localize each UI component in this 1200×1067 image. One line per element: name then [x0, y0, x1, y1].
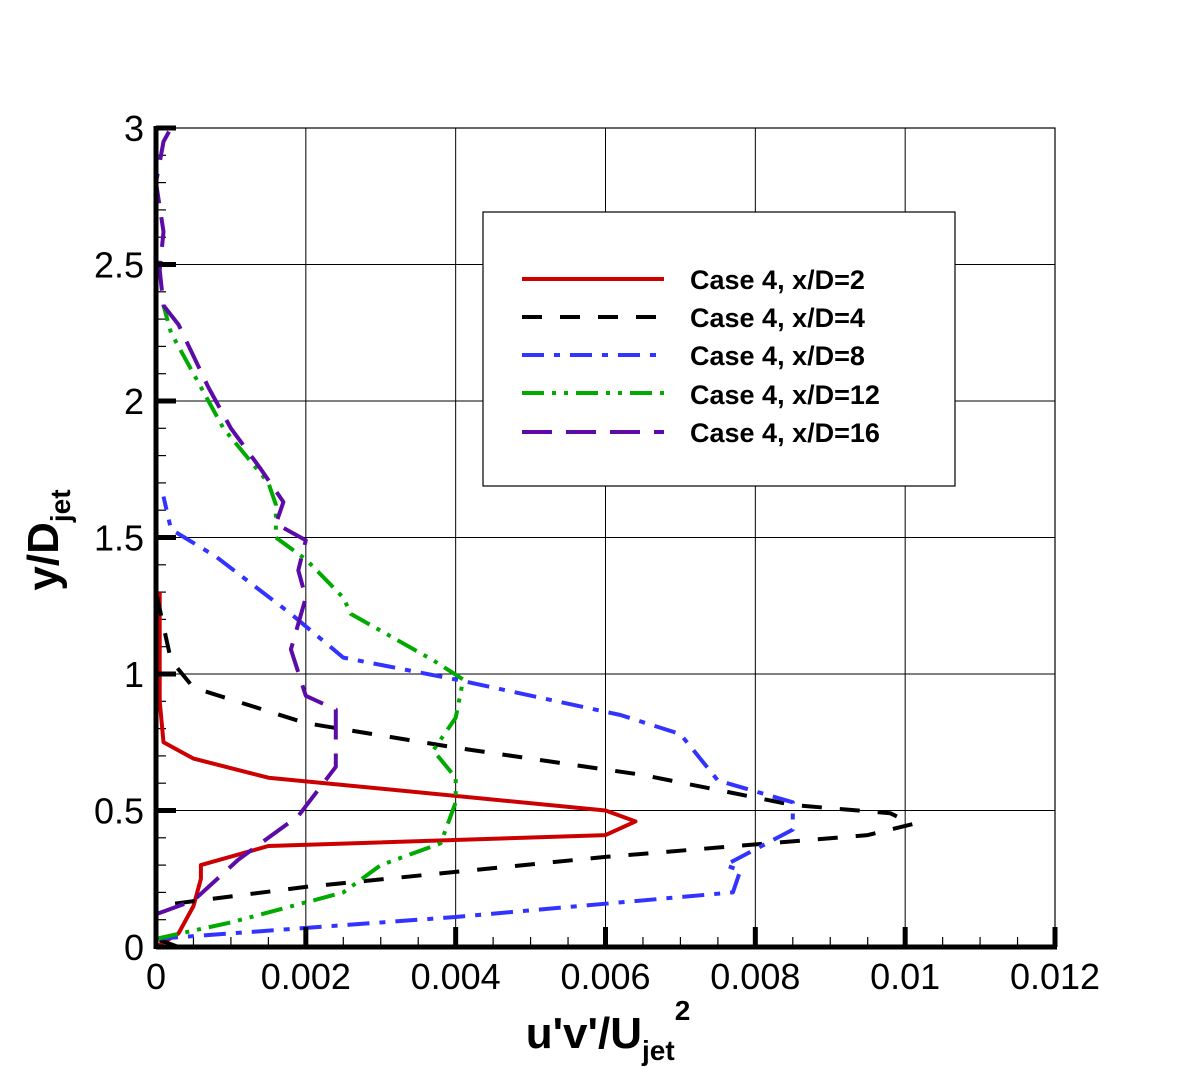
- y-tick-label: 0: [124, 927, 144, 968]
- y-tick-label: 1: [124, 654, 144, 695]
- y-tick-label: 3: [124, 108, 144, 149]
- series-line-2: [155, 496, 795, 941]
- y-tick-labels: 0 0.5 1 1.5 2 2.5 3: [94, 108, 144, 968]
- legend: Case 4, x/D=2 Case 4, x/D=4 Case 4, x/D=…: [482, 211, 956, 487]
- series-line-3: [155, 304, 466, 941]
- series-line-1: [154, 128, 915, 949]
- legend-label-2: Case 4, x/D=8: [690, 341, 865, 371]
- legend-entries: [522, 277, 664, 434]
- y-axis-title: y/Djet: [19, 489, 76, 590]
- x-axis-title-sup: 2: [675, 995, 691, 1026]
- x-tick-label: 0.004: [411, 956, 501, 997]
- legend-box: [482, 211, 956, 487]
- x-tick-label: 0.002: [261, 956, 351, 997]
- series-layer: [154, 127, 915, 949]
- axes: [153, 125, 1058, 950]
- y-tick-label: 1.5: [94, 518, 144, 559]
- x-tick-label: 0.01: [870, 956, 940, 997]
- legend-label-3: Case 4, x/D=12: [690, 380, 880, 410]
- series-line-0: [154, 592, 638, 949]
- x-tick-label: 0.006: [560, 956, 650, 997]
- x-tick-labels: 0 0.002 0.004 0.006 0.008 0.01 0.012: [146, 956, 1100, 997]
- y-tick-label: 2.5: [94, 245, 144, 286]
- y-tick-label: 0.5: [94, 791, 144, 832]
- x-axis-title-main: u'v'/U: [526, 1009, 642, 1058]
- y-tick-label: 2: [124, 381, 144, 422]
- x-tick-label: 0.008: [710, 956, 800, 997]
- legend-label-0: Case 4, x/D=2: [690, 265, 865, 295]
- x-axis-title-sub: jet: [641, 1035, 675, 1066]
- x-tick-label: 0: [146, 956, 166, 997]
- series-line-4: [154, 127, 338, 917]
- y-axis-title-sub: jet: [45, 489, 76, 523]
- y-axis-title-main: y/D: [19, 522, 68, 590]
- legend-label-1: Case 4, x/D=4: [690, 303, 865, 333]
- x-tick-label: 0.012: [1010, 956, 1100, 997]
- legend-label-4: Case 4, x/D=16: [690, 418, 880, 448]
- x-axis-title: u'v'/Ujet2: [526, 995, 691, 1066]
